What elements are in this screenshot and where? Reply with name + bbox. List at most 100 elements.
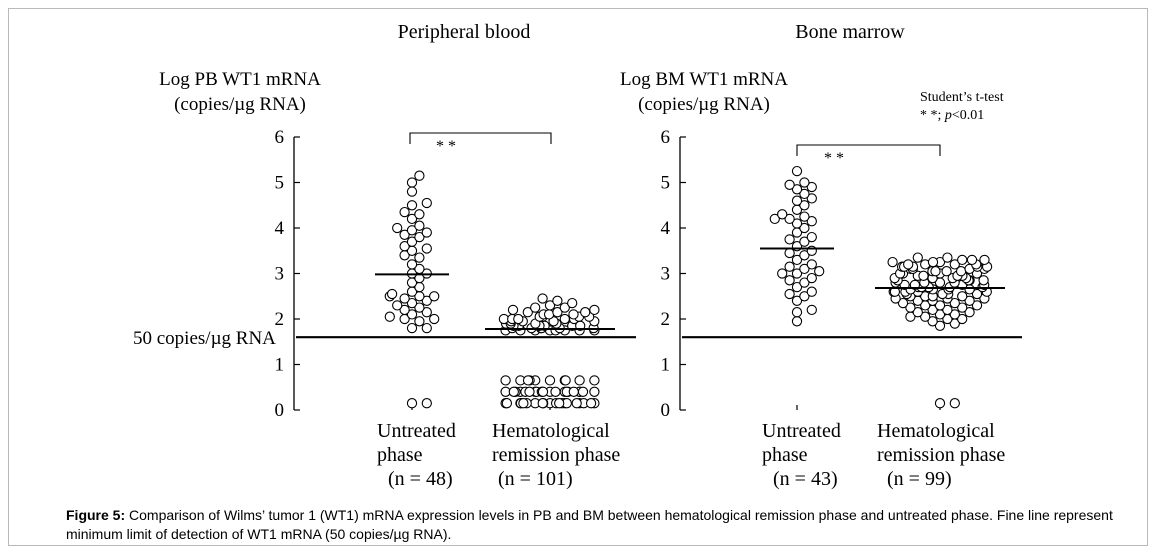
data-point: [422, 324, 431, 333]
data-point: [950, 399, 959, 408]
data-point: [545, 376, 554, 385]
data-point: [942, 267, 951, 276]
data-point: [393, 223, 402, 232]
data-point: [501, 376, 510, 385]
data-point: [422, 244, 431, 253]
data-point: [538, 387, 547, 396]
data-point: [502, 399, 511, 408]
y-tick-label: 1: [275, 355, 285, 376]
y-tick-label: 5: [275, 173, 285, 194]
test-note-line1: Student’s t-test: [920, 90, 1004, 105]
data-point: [807, 260, 816, 269]
test-note-line2: * *; p<0.01: [920, 108, 984, 123]
data-point: [430, 314, 439, 323]
y-tick-label: 6: [661, 127, 671, 148]
data-point: [555, 399, 564, 408]
test-note-suffix: <0.01: [952, 108, 984, 123]
data-point: [785, 262, 794, 271]
data-point: [904, 260, 913, 269]
data-point: [422, 198, 431, 207]
data-point: [792, 317, 801, 326]
group-n-label: (n = 48): [388, 468, 453, 490]
data-point: [807, 274, 816, 283]
data-point: [400, 294, 409, 303]
data-point: [931, 267, 940, 276]
test-note-prefix: * *;: [920, 108, 945, 123]
significance-marker: * *: [436, 138, 456, 155]
y-tick-label: 1: [661, 355, 671, 376]
data-point: [545, 310, 554, 319]
chart-title: Bone marrow: [795, 21, 905, 43]
data-point: [919, 271, 928, 280]
significance-marker: * *: [824, 150, 844, 167]
y-tick-label: 2: [275, 309, 285, 330]
y-tick-label: 0: [275, 400, 285, 421]
group-label-line1: Hematological: [492, 420, 610, 442]
data-point: [551, 387, 560, 396]
data-point: [525, 387, 534, 396]
y-tick-label: 3: [275, 264, 285, 285]
data-point: [509, 387, 518, 396]
data-point: [785, 248, 794, 257]
data-point: [967, 255, 976, 264]
group-label-line2: phase: [762, 444, 808, 466]
data-point: [407, 399, 416, 408]
group-label-line2: remission phase: [877, 444, 1005, 466]
data-point: [807, 233, 816, 242]
data-point: [807, 287, 816, 296]
data-point: [422, 228, 431, 237]
data-point: [792, 167, 801, 176]
data-point: [888, 258, 897, 267]
group-label-line2: phase: [377, 444, 423, 466]
data-point: [407, 201, 416, 210]
y-tick-label: 5: [661, 173, 671, 194]
data-point: [538, 294, 547, 303]
group-label-line2: remission phase: [492, 444, 620, 466]
data-point: [785, 289, 794, 298]
data-point: [415, 210, 424, 219]
caption-label: Figure 5:: [66, 507, 125, 523]
data-point: [508, 305, 517, 314]
y-tick-label: 6: [275, 127, 285, 148]
group-label-line1: Hematological: [877, 420, 995, 442]
y-axis-label-unit: (copies/µg RNA): [638, 94, 770, 115]
detection-limit-label: 50 copies/µg RNA: [133, 328, 276, 349]
group-label-line1: Untreated: [377, 420, 456, 442]
data-point: [935, 399, 944, 408]
data-point: [407, 187, 416, 196]
data-point: [569, 387, 578, 396]
y-tick-label: 3: [661, 264, 671, 285]
data-point: [958, 255, 967, 264]
panel-bone-marrow: Bone marrowLog BM WT1 mRNA(copies/µg RNA…: [620, 21, 1022, 490]
data-point: [590, 387, 599, 396]
data-point: [575, 376, 584, 385]
data-point: [538, 399, 547, 408]
data-point: [792, 308, 801, 317]
data-point: [415, 171, 424, 180]
data-point: [407, 178, 416, 187]
data-point: [415, 317, 424, 326]
data-point: [590, 305, 599, 314]
data-point: [785, 276, 794, 285]
data-point: [590, 376, 599, 385]
data-point: [785, 180, 794, 189]
y-tick-label: 4: [275, 218, 285, 239]
data-point: [778, 210, 787, 219]
data-point: [587, 399, 596, 408]
y-tick-label: 2: [661, 309, 671, 330]
data-point: [553, 296, 562, 305]
data-point: [388, 289, 397, 298]
data-point: [519, 399, 528, 408]
data-point: [980, 255, 989, 264]
data-point: [578, 387, 587, 396]
data-point: [785, 235, 794, 244]
y-tick-label: 0: [661, 400, 671, 421]
data-point: [568, 299, 577, 308]
data-point: [415, 253, 424, 262]
data-point: [569, 310, 578, 319]
y-tick-label: 4: [661, 218, 671, 239]
group-n-label: (n = 99): [887, 468, 952, 490]
data-point: [524, 376, 533, 385]
caption-text: Comparison of Wilms’ tumor 1 (WT1) mRNA …: [66, 507, 1113, 542]
test-note-p: p: [944, 108, 952, 123]
